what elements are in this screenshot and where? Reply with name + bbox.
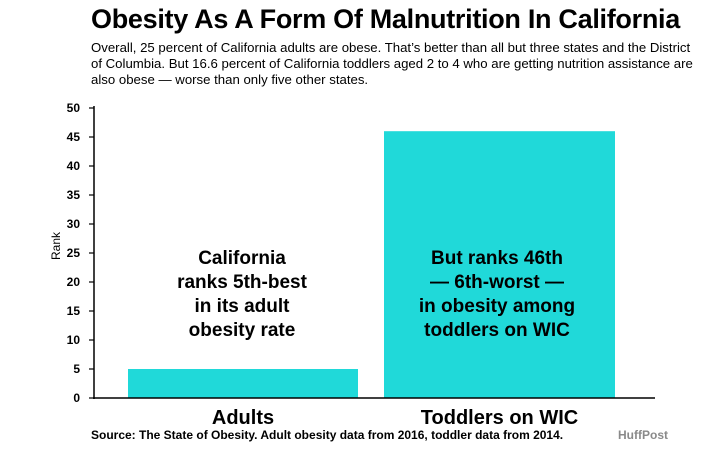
- y-tick-label-20: 20: [67, 275, 81, 289]
- annotation-2-line-3: in obesity among: [419, 296, 575, 317]
- x-category-label-adults: Adults: [212, 407, 274, 429]
- annotation-2-line-4: toddlers on WIC: [424, 320, 570, 341]
- x-category-label-toddlers-on-wic: Toddlers on WIC: [421, 407, 578, 429]
- annotation-1-line-1: California: [198, 248, 286, 269]
- y-tick-label-35: 35: [67, 188, 81, 202]
- annotation-1-line-4: obesity rate: [189, 320, 296, 341]
- chart-subtitle: Overall, 25 percent of California adults…: [91, 40, 693, 87]
- annotation-1-line-2: ranks 5th-best: [177, 272, 308, 293]
- y-tick-label-15: 15: [67, 304, 81, 318]
- y-tick-label-45: 45: [67, 130, 81, 144]
- bar-toddlers-on-wic: [384, 131, 615, 398]
- source-note: Source: The State of Obesity. Adult obes…: [91, 428, 564, 442]
- y-tick-label-5: 5: [73, 362, 80, 376]
- bar-adults: [128, 369, 358, 398]
- y-axis-label: Rank: [49, 231, 63, 260]
- annotation-1-line-3: in its adult: [195, 296, 291, 317]
- y-tick-label-30: 30: [67, 217, 81, 231]
- y-tick-label-50: 50: [67, 101, 81, 115]
- y-tick-label-25: 25: [67, 246, 81, 260]
- brand-logo: HuffPost: [618, 428, 668, 442]
- annotation-2-line-2: — 6th-worst —: [430, 272, 564, 293]
- y-tick-label-40: 40: [67, 159, 81, 173]
- annotation-2-line-1: But ranks 46th: [431, 248, 563, 269]
- y-tick-label-10: 10: [67, 333, 81, 347]
- chart-title: Obesity As A Form Of Malnutrition In Cal…: [91, 4, 680, 34]
- y-tick-label-0: 0: [73, 391, 80, 405]
